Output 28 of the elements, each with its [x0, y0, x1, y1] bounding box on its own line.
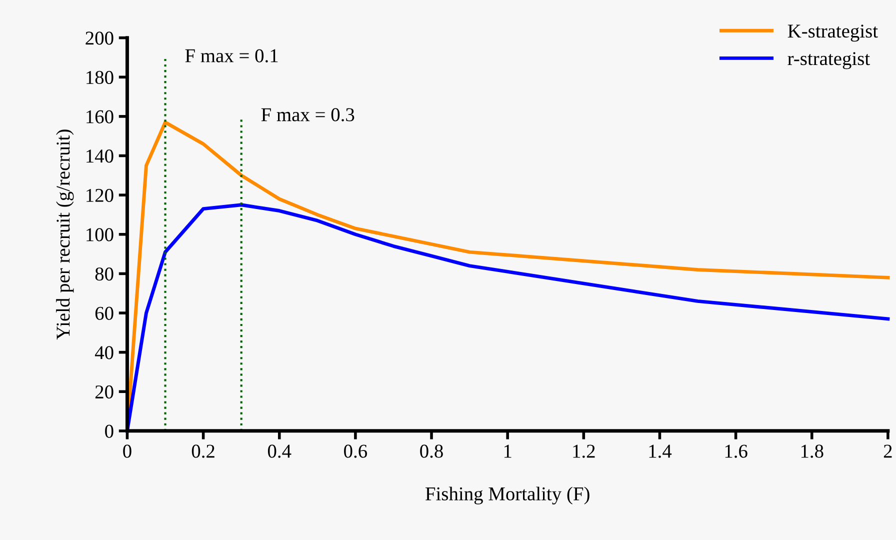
- y-tick-label: 80: [95, 267, 114, 281]
- x-tick-label: 1.2: [573, 444, 595, 458]
- legend-label: r-strategist: [788, 52, 870, 70]
- x-tick-label: 0.6: [344, 444, 368, 458]
- x-tick-label: 2: [884, 444, 892, 458]
- y-tick-label: 60: [95, 306, 114, 320]
- x-tick-label: 0.4: [268, 444, 292, 458]
- x-tick-label: 0.8: [420, 444, 443, 458]
- y-tick-label: 140: [86, 150, 114, 163]
- x-tick-label: 1.4: [649, 444, 672, 458]
- x-tick-label: 1.8: [801, 444, 824, 458]
- y-axis-title: Yield per recruit (g/recruit): [56, 130, 74, 340]
- y-tick-label: 180: [86, 70, 114, 84]
- y-tick-label: 120: [86, 188, 114, 202]
- y-tick-label: 100: [86, 228, 114, 242]
- annotation: F max = 0.1: [185, 49, 278, 62]
- y-tick-label: 200: [86, 32, 114, 45]
- x-tick-label: 1: [504, 444, 512, 458]
- annotation: F max = 0.3: [261, 108, 354, 122]
- x-tick-label: 0.2: [192, 444, 214, 458]
- x-axis-title: Fishing Mortality (F): [426, 486, 590, 504]
- y-tick-label: 20: [95, 385, 114, 399]
- legend-label: K-strategist: [788, 24, 878, 42]
- x-tick-label: 1.6: [725, 444, 748, 458]
- y-tick-label: 160: [86, 110, 114, 124]
- y-tick-label: 40: [94, 346, 114, 360]
- x-tick-label: 0: [123, 444, 132, 458]
- y-tick-label: 0: [105, 424, 114, 438]
